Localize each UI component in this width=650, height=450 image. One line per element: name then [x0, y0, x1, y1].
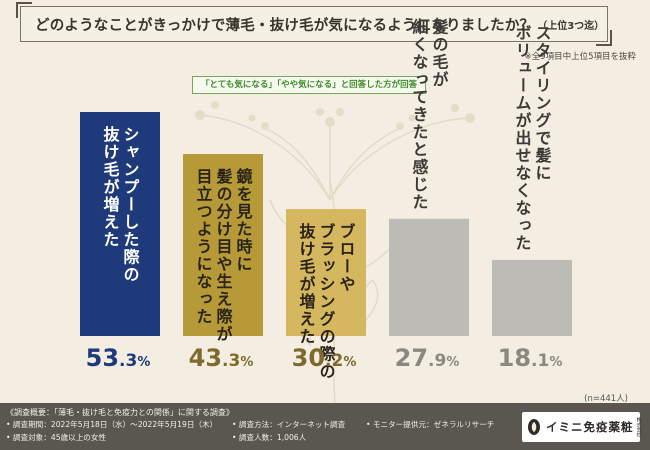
survey-method: • 調査方法：インターネット調査: [232, 420, 346, 429]
brand-mark-icon: [528, 419, 540, 435]
survey-heading: 《調査概要：「薄毛・抜け毛と免疫力との関係」に関する調査》: [6, 408, 234, 417]
brand-sub: 株式会社: [635, 417, 642, 437]
survey-target: • 調査対象：45歳以上の女性: [6, 433, 107, 442]
corner-decoration: [16, 2, 32, 18]
survey-monitor: • モニター提供元：ゼネラルリサーチ: [366, 420, 495, 429]
respondent-condition-tag: 「とても気になる」「やや気になる」と回答した方が回答: [192, 76, 427, 94]
page-title: どのようなことがきっかけで薄毛・抜け毛が気になるようになりましたか？: [35, 17, 535, 34]
brand-logo: イミニ免疫薬粧 株式会社: [522, 412, 642, 442]
botanical-illustration: [195, 101, 475, 403]
title-box: どのようなことがきっかけで薄毛・抜け毛が気になるようになりましたか？ （上位3つ…: [16, 2, 612, 46]
sample-size: (n=441人): [584, 394, 628, 404]
survey-count: • 調査人数：1,006人: [232, 433, 307, 442]
survey-footer: 《調査概要：「薄毛・抜け毛と免疫力との関係」に関する調査》 • 調査期間：202…: [0, 403, 650, 450]
brand-name: イミニ免疫薬粧: [546, 420, 634, 434]
survey-period: • 調査期間：2022年5月18日（水）〜2022年5月19日（木）: [6, 420, 218, 429]
item-note: ※全9項目中上位5項目を抜粋: [524, 52, 636, 62]
title-suffix: （上位3つ迄）: [537, 20, 605, 32]
corner-decoration: [596, 30, 612, 46]
